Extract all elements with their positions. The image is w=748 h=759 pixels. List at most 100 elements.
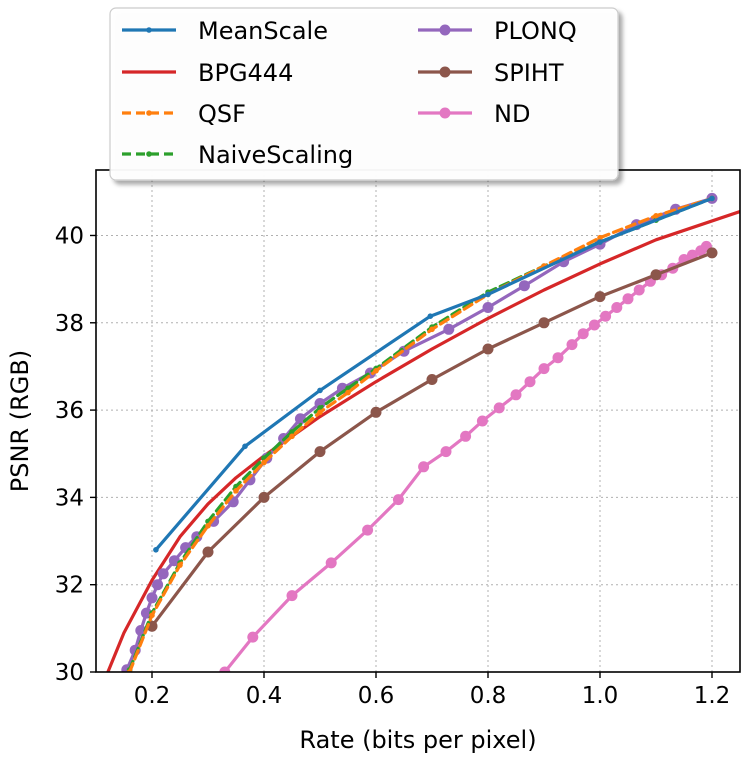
- data-point-meanscale: [597, 239, 603, 245]
- legend-label-plonq: PLONQ: [494, 17, 577, 45]
- data-point-meanscale: [485, 291, 491, 298]
- data-point-naivescaling: [317, 405, 323, 411]
- data-point-nd: [418, 461, 430, 473]
- data-point-spiht: [594, 291, 606, 303]
- series-bpg444: [106, 209, 740, 672]
- series-layer: [106, 192, 740, 672]
- x-tick-label: 0.2: [134, 683, 171, 709]
- data-point-nd: [460, 430, 472, 442]
- data-point-plonq: [146, 592, 158, 604]
- data-point-plonq: [482, 302, 494, 313]
- legend-marker-nd: [439, 107, 451, 119]
- series-qsf: [126, 195, 715, 672]
- data-point-nd: [440, 446, 452, 458]
- data-point-spiht: [426, 374, 438, 385]
- y-tick-label: 32: [55, 573, 84, 599]
- legend-label-qsf: QSF: [198, 100, 246, 128]
- data-point-nd: [566, 339, 578, 351]
- data-point-nd: [286, 590, 298, 602]
- data-point-qsf: [289, 433, 295, 440]
- data-point-nd: [392, 494, 404, 506]
- x-axis-label: Rate (bits per pixel): [299, 726, 536, 754]
- y-axis-label: PSNR (RGB): [6, 350, 34, 492]
- y-tick-label: 36: [55, 398, 84, 424]
- data-point-qsf: [317, 409, 323, 416]
- data-point-qsf: [597, 234, 603, 241]
- data-point-plonq: [518, 280, 530, 292]
- data-point-nd: [524, 376, 536, 388]
- data-point-plonq: [443, 323, 455, 335]
- data-point-spiht: [370, 406, 382, 418]
- data-point-nd: [510, 389, 522, 401]
- legend-box: [109, 7, 619, 181]
- data-point-nd: [552, 352, 564, 364]
- data-point-nd: [577, 328, 589, 340]
- y-tick-label: 34: [55, 485, 84, 511]
- data-point-meanscale: [317, 387, 323, 394]
- series-line-bpg444: [106, 209, 740, 672]
- data-point-qsf: [345, 389, 351, 396]
- legend-label-bpg444: BPG444: [198, 59, 293, 87]
- data-point-spiht: [650, 269, 662, 281]
- data-point-meanscale: [427, 313, 434, 320]
- legend-label-spiht: SPIHT: [494, 59, 564, 87]
- data-point-nd: [588, 319, 600, 331]
- data-point-spiht: [706, 247, 718, 259]
- data-point-spiht: [538, 317, 550, 329]
- data-point-spiht: [314, 446, 326, 458]
- data-point-qsf: [653, 213, 659, 219]
- x-tick-label: 0.8: [470, 683, 507, 709]
- data-point-qsf: [233, 488, 239, 494]
- legend-marker-spiht: [439, 66, 451, 78]
- series-spiht: [146, 247, 718, 632]
- data-point-meanscale: [242, 443, 248, 450]
- data-point-spiht: [202, 546, 214, 558]
- data-point-plonq: [152, 579, 164, 591]
- plot-background: [96, 170, 740, 672]
- y-tick-label: 30: [55, 660, 84, 686]
- data-point-nd: [219, 666, 231, 672]
- x-tick-label: 0.6: [358, 683, 395, 709]
- data-point-nd: [493, 402, 505, 414]
- x-tick-label: 1.0: [582, 683, 619, 709]
- data-point-nd: [633, 284, 645, 296]
- y-tick-label: 38: [55, 311, 84, 337]
- legend-label-naivescaling: NaiveScaling: [198, 141, 353, 169]
- data-point-qsf: [373, 368, 379, 374]
- data-point-nd: [611, 302, 623, 313]
- data-point-nd: [325, 557, 337, 569]
- legend-marker-meanscale: [146, 27, 152, 33]
- legend: MeanScale BPG444 QSF NaiveScaling PLONQ SPIHT…: [109, 7, 619, 181]
- x-tick-label: 1.2: [694, 683, 731, 709]
- y-tick-label: 40: [55, 223, 84, 249]
- data-point-plonq: [168, 555, 180, 567]
- legend-label-meanscale: MeanScale: [198, 17, 328, 45]
- series-line-qsf: [128, 196, 714, 672]
- legend-marker-plonq: [439, 24, 451, 36]
- data-point-nd: [247, 631, 259, 643]
- data-point-qsf: [261, 459, 267, 466]
- data-point-spiht: [258, 491, 270, 503]
- data-point-qsf: [149, 612, 155, 619]
- legend-marker-naivescaling: [146, 151, 152, 157]
- data-point-nd: [622, 293, 634, 305]
- x-axis-ticks: 0.2 0.4 0.6 0.8 1.0 1.2: [134, 672, 731, 709]
- data-point-plonq: [157, 568, 169, 580]
- data-point-naivescaling: [289, 429, 295, 435]
- legend-marker-qsf: [146, 110, 152, 116]
- data-point-meanscale: [153, 547, 159, 553]
- data-point-qsf: [429, 326, 435, 333]
- legend-label-nd: ND: [494, 100, 530, 128]
- data-point-nd: [538, 363, 550, 375]
- data-point-qsf: [177, 562, 183, 568]
- data-point-nd: [476, 415, 488, 427]
- x-tick-label: 0.4: [246, 683, 283, 709]
- data-point-nd: [600, 310, 612, 322]
- data-point-plonq: [140, 607, 152, 619]
- data-point-qsf: [205, 523, 211, 529]
- data-point-nd: [362, 524, 374, 536]
- series-meanscale: [153, 195, 715, 553]
- data-point-spiht: [482, 343, 494, 355]
- y-axis-ticks: 30 32 34 36 38 40: [55, 223, 96, 686]
